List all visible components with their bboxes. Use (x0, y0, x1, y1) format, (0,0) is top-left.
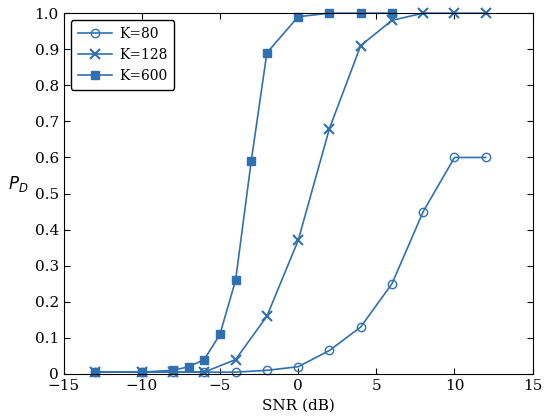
K=128 (139, 370, 145, 375)
K=600 (170, 368, 177, 373)
K=600 (201, 357, 208, 362)
K=80 (295, 364, 301, 369)
K=80 (232, 370, 239, 375)
K=80 (92, 370, 98, 375)
K=600 (295, 14, 301, 19)
K=128 (170, 370, 177, 375)
K=600 (185, 364, 192, 369)
K=600 (232, 278, 239, 283)
K=600 (358, 10, 364, 16)
Legend: K=80, K=128, K=600: K=80, K=128, K=600 (70, 20, 174, 90)
K=80 (451, 155, 458, 160)
K=128 (201, 370, 208, 375)
Line: K=128: K=128 (90, 8, 491, 377)
K=128 (358, 43, 364, 48)
K=600 (263, 50, 270, 55)
K=128 (389, 18, 395, 23)
K=600 (326, 10, 333, 16)
K=128 (451, 10, 458, 16)
K=80 (139, 370, 145, 375)
Line: K=600: K=600 (91, 9, 396, 376)
K=128 (420, 10, 427, 16)
K=80 (326, 348, 333, 353)
X-axis label: SNR (dB): SNR (dB) (262, 398, 334, 412)
K=128 (92, 370, 98, 375)
K=128 (295, 238, 301, 243)
K=600 (139, 370, 145, 375)
K=128 (326, 126, 333, 131)
Y-axis label: $P_D$: $P_D$ (8, 173, 28, 194)
K=80 (263, 368, 270, 373)
K=600 (389, 10, 395, 16)
K=128 (232, 357, 239, 362)
K=600 (92, 370, 98, 375)
K=80 (358, 325, 364, 330)
K=80 (482, 155, 489, 160)
K=80 (420, 209, 427, 214)
K=600 (217, 332, 223, 337)
K=80 (170, 370, 177, 375)
K=80 (389, 281, 395, 286)
K=128 (263, 314, 270, 319)
K=80 (201, 370, 208, 375)
K=600 (248, 158, 255, 163)
K=128 (482, 10, 489, 16)
Line: K=80: K=80 (91, 153, 490, 376)
